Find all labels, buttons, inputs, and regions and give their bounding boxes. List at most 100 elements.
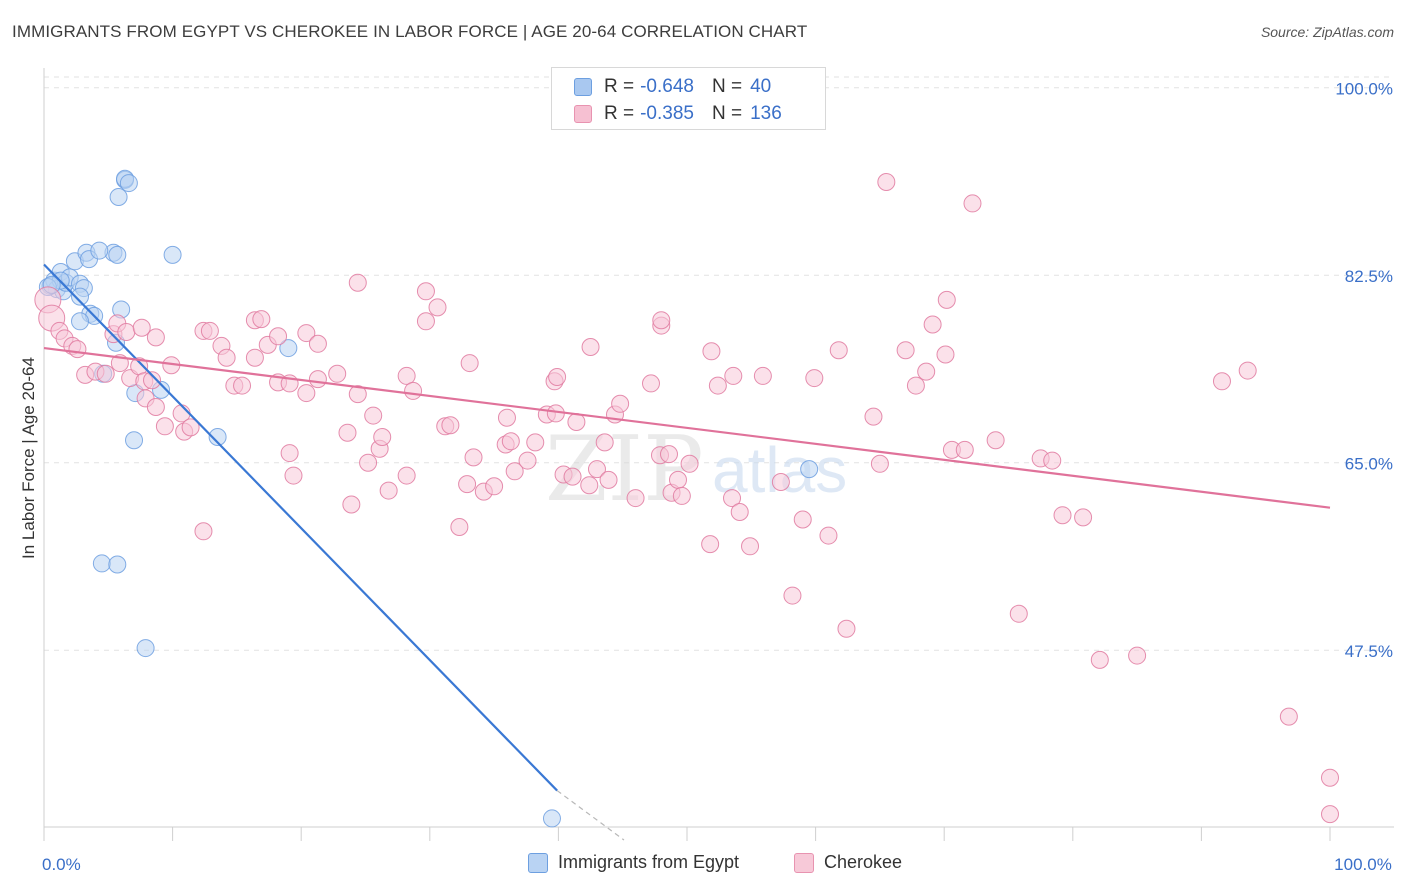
- n-label: N =: [711, 103, 743, 124]
- cherokee-point: [783, 586, 802, 605]
- cherokee-point: [280, 444, 299, 463]
- cherokee-point: [829, 341, 848, 360]
- cherokee-point: [117, 323, 136, 341]
- y-tick-label: 100.0%: [1335, 80, 1393, 99]
- cherokee-point: [1053, 506, 1072, 525]
- cherokee-point: [143, 371, 162, 390]
- egypt-point: [71, 312, 90, 331]
- grid-lines: [44, 76, 1394, 651]
- cherokee-point: [741, 537, 760, 556]
- cherokee-point: [342, 495, 361, 514]
- egypt-point: [136, 639, 155, 658]
- r-label: R =: [604, 76, 635, 97]
- cherokee-point: [328, 364, 347, 383]
- cherokee-point: [580, 476, 599, 495]
- chart-legend: Immigrants from Egypt Cherokee: [0, 852, 1406, 878]
- tick-labels: 100.0% 82.5% 65.0% 47.5% 0.0% 100.0%: [42, 80, 1393, 874]
- swatch-cherokee: [574, 105, 592, 123]
- cherokee-point: [338, 423, 357, 442]
- cherokee-point: [906, 376, 925, 395]
- r-value-cherokee: -0.385: [640, 103, 694, 124]
- cherokee-points: [34, 173, 1339, 824]
- cherokee-point: [217, 348, 236, 367]
- legend-swatch-cherokee: [794, 852, 814, 873]
- cherokee-point: [505, 462, 524, 481]
- cherokee-point: [805, 369, 824, 388]
- egypt-trend-line: [43, 263, 558, 792]
- cherokee-point: [641, 374, 660, 393]
- cherokee-point: [771, 473, 790, 491]
- cherokee-point: [793, 510, 812, 529]
- stats-row-egypt: R = -0.648 N = 40: [574, 74, 771, 100]
- egypt-point: [125, 431, 144, 450]
- cherokee-point: [819, 526, 838, 545]
- egypt-point: [119, 174, 138, 193]
- cherokee-point: [1279, 707, 1298, 726]
- legend-item-cherokee[interactable]: Cherokee: [794, 852, 902, 873]
- cherokee-point: [348, 385, 367, 404]
- cherokee-point: [723, 489, 742, 508]
- egypt-point: [92, 554, 111, 573]
- cherokee-point: [416, 282, 435, 301]
- cherokee-point: [701, 535, 720, 554]
- cherokee-point: [373, 428, 392, 446]
- r-value-egypt: -0.648: [640, 76, 694, 97]
- cherokee-point: [146, 328, 165, 347]
- legend-swatch-egypt: [528, 852, 548, 873]
- cherokee-point: [1043, 451, 1062, 470]
- cherokee-point: [464, 448, 483, 467]
- cherokee-point: [724, 366, 743, 385]
- cherokee-point: [937, 290, 956, 309]
- cherokee-point: [668, 470, 687, 489]
- cherokee-point: [1009, 604, 1028, 623]
- cherokee-point: [1074, 508, 1093, 527]
- cherokee-trend-line: [43, 346, 1331, 509]
- cherokee-point: [364, 406, 383, 425]
- n-label: N =: [711, 76, 743, 97]
- cherokee-point: [626, 489, 645, 508]
- cherokee-point: [200, 321, 219, 340]
- cherokee-point: [680, 454, 699, 473]
- cherokee-point: [155, 417, 174, 436]
- cherokee-point: [917, 362, 936, 381]
- cherokee-point: [245, 348, 264, 367]
- cherokee-point: [611, 394, 630, 413]
- stats-row-cherokee: R = -0.385 N = 136: [574, 101, 782, 127]
- y-tick-label: 65.0%: [1345, 455, 1393, 474]
- cherokee-point: [1212, 372, 1231, 391]
- cherokee-point: [587, 460, 606, 479]
- egypt-point: [208, 428, 227, 446]
- cherokee-point: [450, 518, 469, 536]
- egypt-point: [800, 460, 819, 479]
- cherokee-point: [252, 310, 271, 329]
- legend-item-egypt[interactable]: Immigrants from Egypt: [528, 852, 739, 873]
- cherokee-point: [269, 327, 288, 346]
- source-credit: Source: ZipAtlas.com: [1260, 24, 1394, 40]
- cherokee-point: [1321, 805, 1339, 824]
- cherokee-point: [404, 381, 423, 400]
- cherokee-point: [986, 431, 1005, 450]
- cherokee-point: [659, 445, 678, 464]
- cherokee-point: [730, 503, 749, 521]
- cherokee-point: [233, 376, 252, 395]
- cherokee-point: [896, 341, 915, 360]
- cherokee-point: [518, 451, 537, 470]
- x-tick-label: 0.0%: [42, 855, 81, 874]
- legend-label-cherokee: Cherokee: [824, 852, 903, 872]
- cherokee-point: [708, 376, 727, 395]
- cherokee-point: [379, 481, 398, 500]
- cherokee-point: [923, 315, 942, 334]
- correlation-stats-box: R = -0.648 N = 40 R = -0.385 N = 136: [551, 67, 826, 130]
- egypt-point: [279, 339, 298, 358]
- chart-title: IMMIGRANTS FROM EGYPT VS CHEROKEE IN LAB…: [12, 22, 808, 41]
- cherokee-point: [297, 384, 316, 403]
- egypt-point: [109, 188, 128, 206]
- cherokee-point: [68, 340, 87, 359]
- cherokee-point: [837, 619, 856, 638]
- cherokee-point: [864, 407, 883, 426]
- cherokee-point: [652, 311, 671, 330]
- cherokee-point: [595, 433, 614, 452]
- cherokee-point: [963, 194, 982, 213]
- egypt-point: [108, 245, 127, 264]
- cherokee-point: [181, 418, 200, 437]
